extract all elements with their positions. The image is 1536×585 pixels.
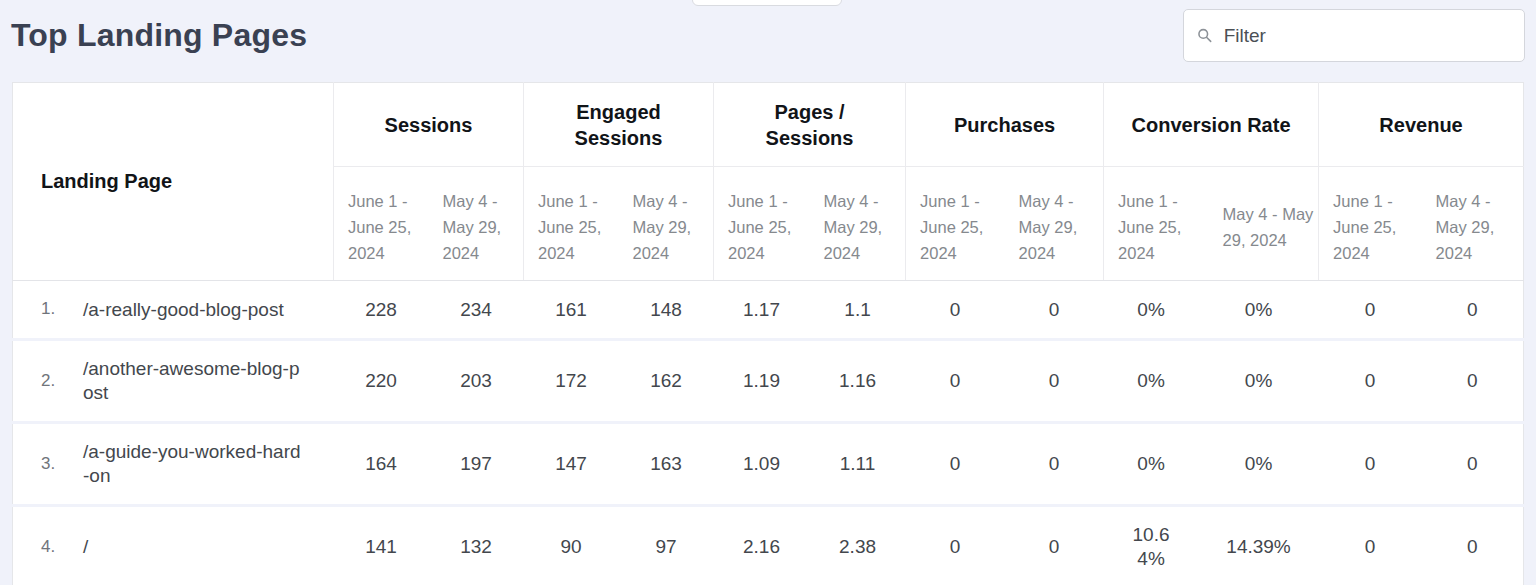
- page-title: Top Landing Pages: [11, 16, 307, 54]
- row-rank: 3.: [41, 454, 83, 474]
- landing-page-path: /a-guide-you-worked-hard-on: [83, 440, 303, 487]
- cell-value: 0: [1005, 339, 1104, 422]
- cell-value: 141: [334, 505, 429, 585]
- cell-value: 0: [1005, 281, 1104, 340]
- cell-value: 220: [334, 339, 429, 422]
- cell-value: 0: [1319, 422, 1422, 505]
- cell-value: 147: [524, 422, 619, 505]
- date-range-header: June 1 - June 25, 2024: [906, 167, 1005, 281]
- cell-value: 203: [429, 339, 524, 422]
- cell-value: 0: [1005, 422, 1104, 505]
- column-group-purchases: Purchases: [906, 83, 1104, 167]
- cell-value: 2.16: [714, 505, 810, 585]
- cell-value: 162: [619, 339, 714, 422]
- filter-box: [1183, 9, 1525, 62]
- cell-value: 1.17: [714, 281, 810, 340]
- cell-value: 0: [906, 339, 1005, 422]
- table-row: 4. / 141 132 90 97 2.16 2.38 0 0 10.64% …: [13, 505, 1524, 585]
- column-group-conversion-rate: Conversion Rate: [1104, 83, 1319, 167]
- search-icon: [1197, 27, 1213, 44]
- date-range-button-partial[interactable]: [692, 0, 842, 6]
- column-header-landing-page: Landing Page: [13, 83, 334, 281]
- date-range-header: May 4 - May 29, 2024: [619, 167, 714, 281]
- cell-value: 0: [906, 422, 1005, 505]
- cell-value: 0%: [1104, 281, 1199, 340]
- landing-pages-table: Landing Page Sessions Engaged Sessions P…: [12, 82, 1524, 585]
- cell-value: 10.64%: [1104, 505, 1199, 585]
- column-group-revenue: Revenue: [1319, 83, 1524, 167]
- row-rank: 1.: [41, 299, 83, 319]
- cell-value: 1.1: [810, 281, 906, 340]
- cell-value: 0%: [1199, 281, 1319, 340]
- table-row: 2. /another-awesome-blog-post 220 203 17…: [13, 339, 1524, 422]
- date-range-header: June 1 - June 25, 2024: [1104, 167, 1199, 281]
- cell-value: 1.11: [810, 422, 906, 505]
- cell-value: 0: [1422, 505, 1524, 585]
- landing-page-path: /a-really-good-blog-post: [83, 298, 303, 322]
- cell-value: 228: [334, 281, 429, 340]
- row-rank: 4.: [41, 537, 83, 557]
- cell-value: 132: [429, 505, 524, 585]
- cell-value: 0: [1319, 339, 1422, 422]
- cell-value: 90: [524, 505, 619, 585]
- cell-value: 148: [619, 281, 714, 340]
- cell-value: 2.38: [810, 505, 906, 585]
- date-range-header: June 1 - June 25, 2024: [714, 167, 810, 281]
- cell-value: 0: [1319, 505, 1422, 585]
- cell-value: 0: [1005, 505, 1104, 585]
- column-group-engaged-sessions: Engaged Sessions: [524, 83, 714, 167]
- date-range-header: May 4 - May 29, 2024: [1422, 167, 1524, 281]
- cell-value: 0: [1422, 281, 1524, 340]
- cell-value: 0: [1319, 281, 1422, 340]
- cell-value: 234: [429, 281, 524, 340]
- row-rank: 2.: [41, 371, 83, 391]
- date-range-header: May 4 - May 29, 2024: [1199, 167, 1319, 281]
- cell-value: 1.09: [714, 422, 810, 505]
- date-range-header: May 4 - May 29, 2024: [810, 167, 906, 281]
- cell-value: 172: [524, 339, 619, 422]
- cell-value: 14.39%: [1199, 505, 1319, 585]
- cell-value: 163: [619, 422, 714, 505]
- cell-value: 1.16: [810, 339, 906, 422]
- cell-value: 0: [1422, 422, 1524, 505]
- cell-value: 1.19: [714, 339, 810, 422]
- cell-value: 97: [619, 505, 714, 585]
- date-range-header: May 4 - May 29, 2024: [429, 167, 524, 281]
- cell-value: 0%: [1199, 422, 1319, 505]
- column-group-pages-sessions: Pages / Sessions: [714, 83, 906, 167]
- table-row: 1. /a-really-good-blog-post 228 234 161 …: [13, 281, 1524, 340]
- table-row: 3. /a-guide-you-worked-hard-on 164 197 1…: [13, 422, 1524, 505]
- cell-value: 197: [429, 422, 524, 505]
- cell-value: 161: [524, 281, 619, 340]
- column-group-sessions: Sessions: [334, 83, 524, 167]
- filter-input[interactable]: [1222, 24, 1511, 48]
- date-range-header: June 1 - June 25, 2024: [334, 167, 429, 281]
- cell-value: 0%: [1104, 339, 1199, 422]
- cell-value: 0: [906, 505, 1005, 585]
- cell-value: 0%: [1199, 339, 1319, 422]
- date-range-header: June 1 - June 25, 2024: [524, 167, 619, 281]
- cell-value: 0: [906, 281, 1005, 340]
- cell-value: 0%: [1104, 422, 1199, 505]
- landing-page-path: /: [83, 535, 303, 559]
- cell-value: 164: [334, 422, 429, 505]
- date-range-header: June 1 - June 25, 2024: [1319, 167, 1422, 281]
- date-range-header: May 4 - May 29, 2024: [1005, 167, 1104, 281]
- cell-value: 0: [1422, 339, 1524, 422]
- landing-page-path: /another-awesome-blog-post: [83, 357, 303, 404]
- header-group-row: Landing Page Sessions Engaged Sessions P…: [13, 83, 1524, 167]
